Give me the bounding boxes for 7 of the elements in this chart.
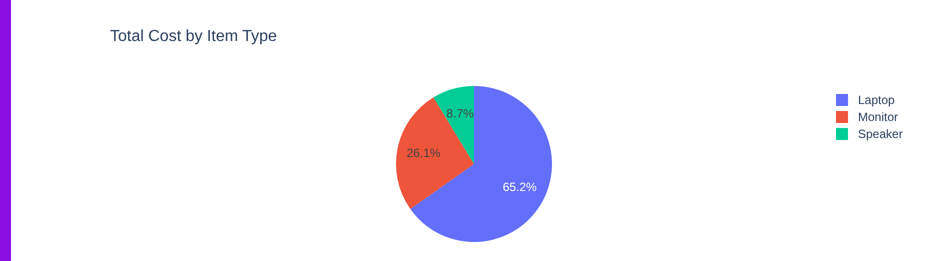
data-label: 65.2% [502, 180, 538, 194]
text: Total Cost by Item Type [110, 28, 277, 46]
legend-label: Monitor [858, 110, 898, 124]
legend-label: Laptop [858, 92, 895, 106]
data-label: 26.1% [406, 146, 441, 160]
data-label: 8.7% [446, 106, 474, 121]
legend-label: Speaker [858, 126, 903, 140]
